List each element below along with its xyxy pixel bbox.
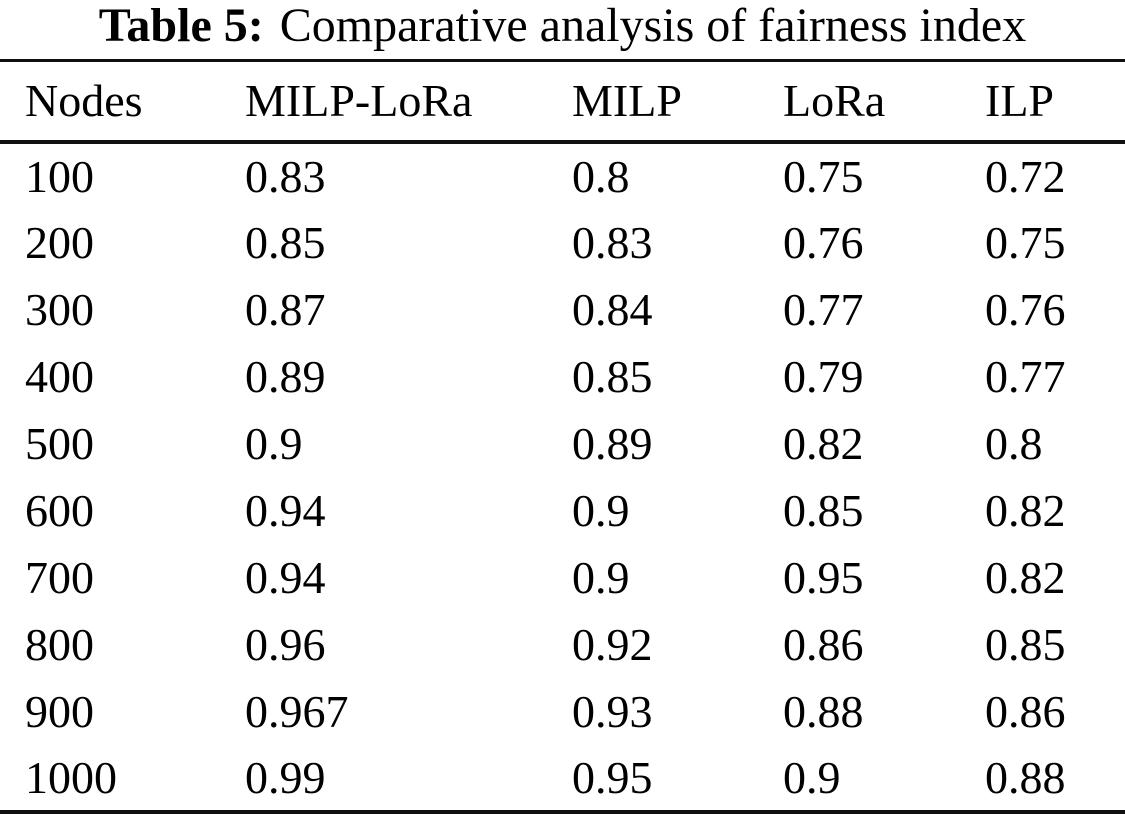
value-cell: 0.82 (985, 551, 1066, 603)
value-cell: 0.84 (572, 283, 653, 335)
value-cell: 0.99 (245, 751, 326, 803)
value-cell: 0.96 (245, 618, 326, 670)
column-header-lora: LoRa (783, 75, 886, 127)
column-header-nodes: Nodes (25, 75, 143, 127)
value-cell: 0.72 (985, 150, 1066, 202)
nodes-cell: 200 (25, 216, 94, 268)
value-cell: 0.85 (245, 216, 326, 268)
nodes-cell: 400 (25, 350, 94, 402)
value-cell: 0.85 (572, 350, 653, 402)
table-header-row: Nodes MILP-LoRa MILP LoRa ILP (0, 61, 1125, 142)
table-row: 900 0.967 0.93 0.88 0.86 (0, 678, 1125, 745)
value-cell: 0.76 (985, 283, 1066, 335)
value-cell: 0.75 (783, 150, 864, 202)
nodes-cell: 900 (25, 685, 94, 737)
value-cell: 0.9 (245, 417, 303, 469)
table-row: 100 0.83 0.8 0.75 0.72 (0, 142, 1125, 209)
value-cell: 0.88 (783, 685, 864, 737)
value-cell: 0.85 (783, 484, 864, 536)
value-cell: 0.94 (245, 484, 326, 536)
table-row: 200 0.85 0.83 0.76 0.75 (0, 209, 1125, 276)
value-cell: 0.967 (245, 685, 349, 737)
value-cell: 0.94 (245, 551, 326, 603)
value-cell: 0.92 (572, 618, 653, 670)
value-cell: 0.86 (985, 685, 1066, 737)
table-row: 700 0.94 0.9 0.95 0.82 (0, 544, 1125, 611)
value-cell: 0.9 (783, 751, 841, 803)
nodes-cell: 300 (25, 283, 94, 335)
value-cell: 0.79 (783, 350, 864, 402)
table-row: 1000 0.99 0.95 0.9 0.88 (0, 745, 1125, 812)
table-row: 600 0.94 0.9 0.85 0.82 (0, 477, 1125, 544)
nodes-cell: 1000 (25, 751, 117, 803)
value-cell: 0.95 (783, 551, 864, 603)
table-caption: Table 5: Comparative analysis of fairnes… (0, 0, 1125, 59)
table-header: Nodes MILP-LoRa MILP LoRa ILP (0, 61, 1125, 142)
value-cell: 0.8 (985, 417, 1043, 469)
value-cell: 0.87 (245, 283, 326, 335)
value-cell: 0.75 (985, 216, 1066, 268)
table-caption-text: Comparative analysis of fairness index (279, 0, 1027, 52)
nodes-cell: 600 (25, 484, 94, 536)
value-cell: 0.82 (783, 417, 864, 469)
table-row: 300 0.87 0.84 0.77 0.76 (0, 276, 1125, 343)
value-cell: 0.9 (572, 484, 630, 536)
value-cell: 0.85 (985, 618, 1066, 670)
value-cell: 0.83 (245, 150, 326, 202)
nodes-cell: 500 (25, 417, 94, 469)
table-row: 400 0.89 0.85 0.79 0.77 (0, 343, 1125, 410)
value-cell: 0.86 (783, 618, 864, 670)
column-header-ilp: ILP (985, 75, 1054, 127)
column-header-milp: MILP (572, 75, 682, 127)
value-cell: 0.82 (985, 484, 1066, 536)
value-cell: 0.93 (572, 685, 653, 737)
value-cell: 0.9 (572, 551, 630, 603)
value-cell: 0.8 (572, 150, 630, 202)
table-row: 500 0.9 0.89 0.82 0.8 (0, 410, 1125, 477)
nodes-cell: 800 (25, 618, 94, 670)
value-cell: 0.89 (572, 417, 653, 469)
table-caption-label: Table 5: (98, 0, 264, 52)
value-cell: 0.88 (985, 751, 1066, 803)
value-cell: 0.77 (985, 350, 1066, 402)
fairness-index-table: Nodes MILP-LoRa MILP LoRa ILP 100 0.83 0.8 0.75… (0, 59, 1125, 814)
value-cell: 0.76 (783, 216, 864, 268)
value-cell: 0.95 (572, 751, 653, 803)
nodes-cell: 100 (25, 150, 94, 202)
table-body: 100 0.83 0.8 0.75 0.72 200 0.85 0.83 0.76 0.75 300… (0, 142, 1125, 812)
value-cell: 0.89 (245, 350, 326, 402)
value-cell: 0.83 (572, 216, 653, 268)
value-cell: 0.77 (783, 283, 864, 335)
table-row: 800 0.96 0.92 0.86 0.85 (0, 611, 1125, 678)
column-header-milp-lora: MILP-LoRa (245, 75, 473, 127)
nodes-cell: 700 (25, 551, 94, 603)
